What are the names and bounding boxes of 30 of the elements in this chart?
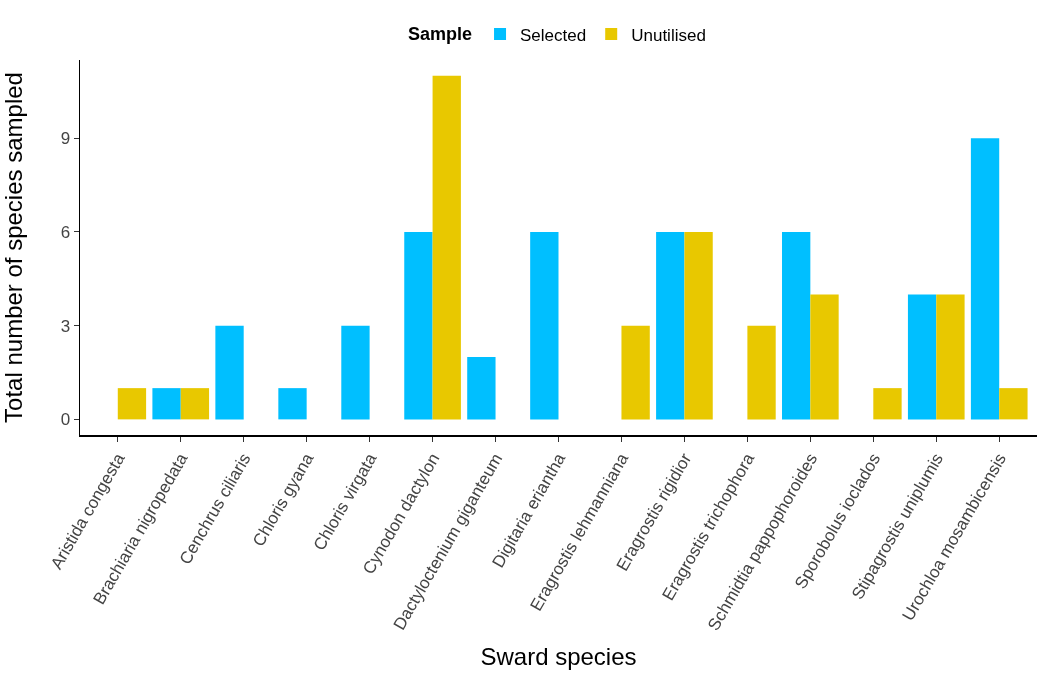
bar <box>117 388 147 420</box>
bar <box>970 138 1000 420</box>
bar <box>621 325 650 420</box>
bar <box>530 231 559 420</box>
bar <box>467 356 496 420</box>
bar <box>810 294 839 420</box>
bar <box>684 231 713 420</box>
bar <box>180 388 210 420</box>
bar <box>432 75 461 420</box>
bar <box>656 231 685 420</box>
bar <box>907 294 937 420</box>
bar <box>341 325 370 420</box>
bar <box>215 325 244 420</box>
bar <box>152 388 181 420</box>
x-axis-title: Sward species <box>480 643 637 671</box>
y-tick-label: 3 <box>60 316 71 336</box>
legend-title: Sample <box>408 23 473 44</box>
bar <box>936 294 965 420</box>
bar <box>873 388 902 420</box>
y-tick-label: 9 <box>60 129 71 149</box>
y-tick-label: 0 <box>60 410 71 430</box>
y-axis-title: Total number of species sampled <box>0 72 27 423</box>
bar <box>747 325 776 420</box>
bar <box>278 388 307 420</box>
bar <box>404 231 433 420</box>
bar <box>782 231 811 420</box>
bar <box>999 388 1028 420</box>
legend-label: Unutilised <box>631 25 706 45</box>
y-tick-label: 6 <box>60 222 71 242</box>
legend-label: Selected <box>520 25 587 45</box>
